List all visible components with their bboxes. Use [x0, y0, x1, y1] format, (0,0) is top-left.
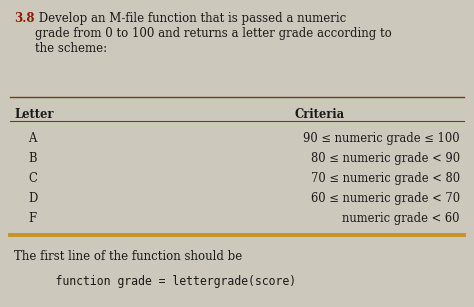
Text: A: A: [28, 132, 36, 145]
Text: 90 ≤ numeric grade ≤ 100: 90 ≤ numeric grade ≤ 100: [303, 132, 460, 145]
Text: The first line of the function should be: The first line of the function should be: [14, 250, 242, 263]
Text: D: D: [28, 192, 37, 205]
Text: F: F: [28, 212, 36, 225]
Text: 3.8: 3.8: [14, 12, 35, 25]
Text: 60 ≤ numeric grade < 70: 60 ≤ numeric grade < 70: [311, 192, 460, 205]
Text: C: C: [28, 172, 37, 185]
Text: B: B: [28, 152, 36, 165]
Text: 70 ≤ numeric grade < 80: 70 ≤ numeric grade < 80: [311, 172, 460, 185]
Text: Letter: Letter: [14, 108, 54, 121]
Text: 80 ≤ numeric grade < 90: 80 ≤ numeric grade < 90: [311, 152, 460, 165]
Text: Criteria: Criteria: [295, 108, 345, 121]
Text: function grade = lettergrade(score): function grade = lettergrade(score): [28, 275, 296, 288]
Text: numeric grade < 60: numeric grade < 60: [343, 212, 460, 225]
Text: Develop an M-file function that is passed a numeric
grade from 0 to 100 and retu: Develop an M-file function that is passe…: [35, 12, 392, 55]
